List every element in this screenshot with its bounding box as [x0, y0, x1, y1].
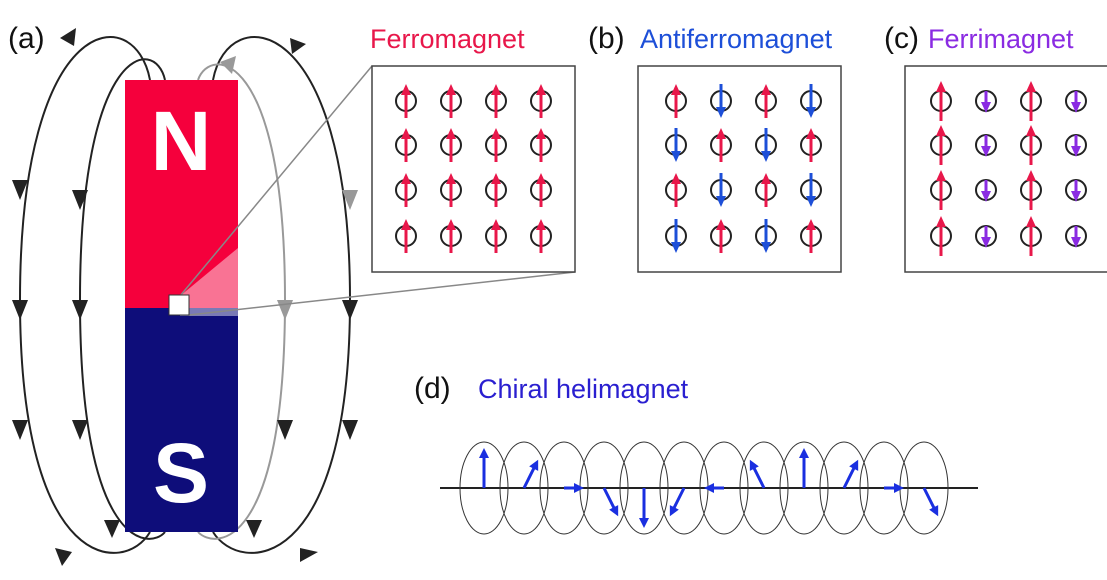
- helix-head: [574, 483, 584, 493]
- panel-title: Antiferromagnet: [640, 24, 833, 54]
- zoom-square: [169, 295, 189, 315]
- helix-head: [479, 448, 489, 458]
- helix-head: [894, 483, 904, 493]
- panel-title: Ferrimagnet: [928, 24, 1074, 54]
- figure: N S (a) Ferromagnet (b) Antiferromagnet …: [0, 0, 1107, 580]
- helix-head: [704, 483, 714, 493]
- panel-label: (a): [8, 22, 45, 55]
- panel-label: (b): [588, 22, 625, 55]
- panel-label: (d): [414, 372, 451, 405]
- panel-title: Chiral helimagnet: [478, 374, 689, 404]
- panel-title: Ferromagnet: [370, 24, 525, 54]
- helimagnet: [440, 442, 978, 534]
- helix-head: [799, 448, 809, 458]
- south-label: S: [153, 426, 209, 520]
- north-label: N: [151, 94, 212, 188]
- panel-label: (c): [884, 22, 919, 55]
- helix-head: [639, 518, 649, 528]
- spin-box: [372, 66, 575, 272]
